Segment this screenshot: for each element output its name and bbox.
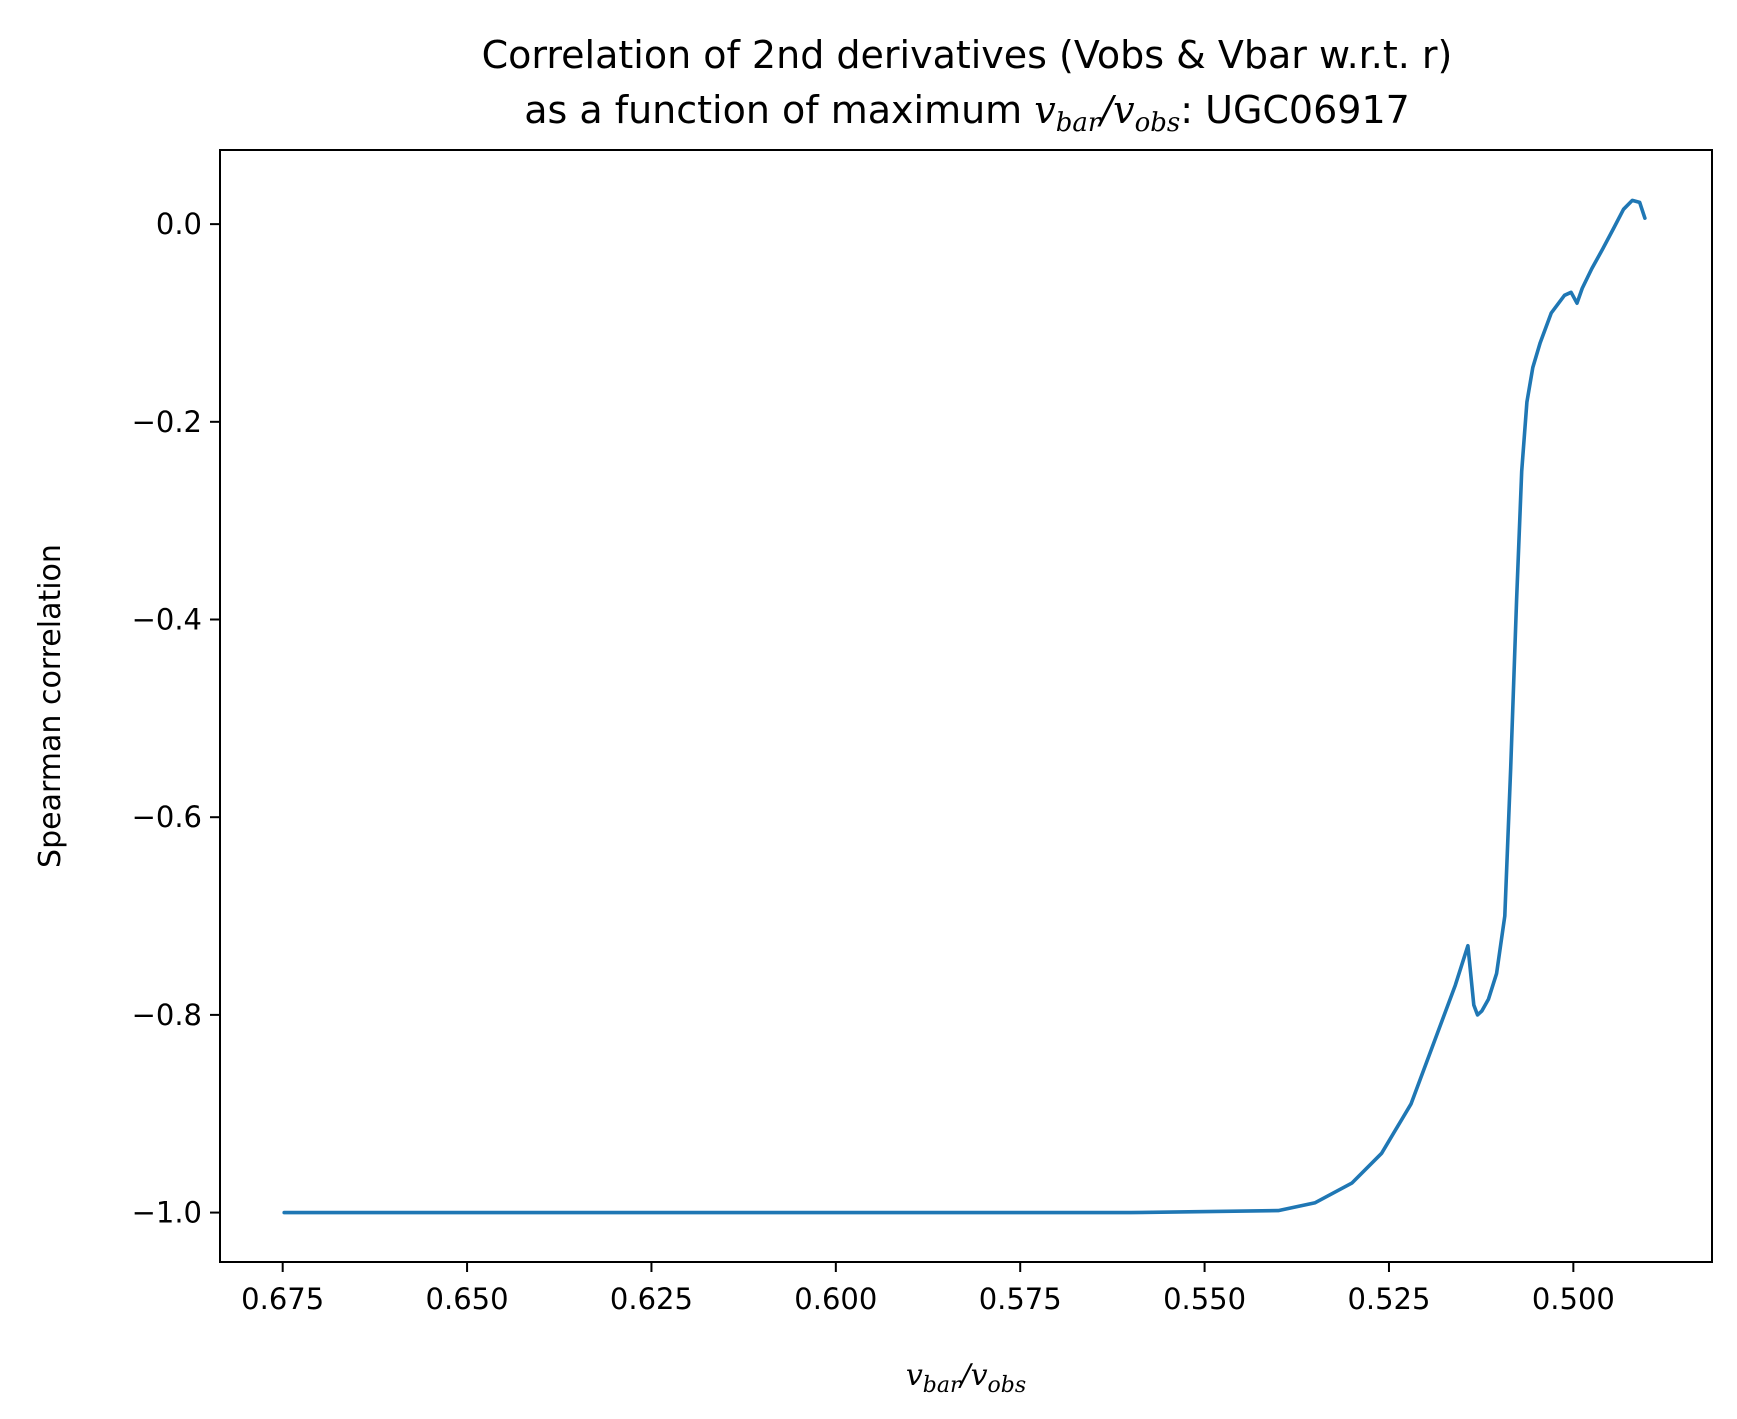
x-axis-label-sub2: obs: [988, 1373, 1027, 1398]
x-tick-label: 0.625: [610, 1282, 693, 1316]
x-tick-label: 0.525: [1347, 1282, 1430, 1316]
series-line: [282, 198, 1647, 1215]
chart-title-math-v1: v: [1034, 88, 1056, 132]
y-axis: 0.0 −0.2 −0.4 −0.6 −0.8 −1.0: [132, 207, 220, 1230]
x-tick-label: 0.500: [1532, 1282, 1615, 1316]
y-tick-label: 0.0: [156, 207, 202, 241]
y-tick-label: −0.2: [132, 405, 202, 439]
chart-title-prefix: as a function of maximum: [524, 88, 1034, 132]
x-tick-label: 0.575: [979, 1282, 1062, 1316]
x-axis-label-sub1: bar: [923, 1373, 962, 1398]
x-tick-label: 0.675: [241, 1282, 324, 1316]
plot-area: 0.675 0.650 0.625 0.600 0.575 0.550 0.525 0.500…: [132, 149, 1713, 1316]
x-axis-label-v2: v: [971, 1358, 988, 1393]
y-tick-label: −1.0: [132, 1196, 202, 1230]
x-axis-label-slash: /: [957, 1358, 973, 1393]
x-tick-label: 0.650: [426, 1282, 509, 1316]
x-tick-label: 0.550: [1163, 1282, 1246, 1316]
chart-title-line2: as a function of maximum vbar/vobs: UGC0…: [524, 88, 1410, 138]
chart-title-line1: Correlation of 2nd derivatives (Vobs & V…: [482, 33, 1453, 77]
x-axis-label: vbar/vobs: [906, 1358, 1026, 1398]
chart-title-math-slash: /: [1096, 88, 1116, 132]
chart-title-math-sub1: bar: [1056, 108, 1102, 138]
chart-title-suffix: : UGC06917: [1180, 88, 1410, 132]
y-tick-label: −0.8: [132, 998, 202, 1032]
x-tick-label: 0.600: [794, 1282, 877, 1316]
chart-title-math-sub2: obs: [1135, 108, 1181, 138]
chart-title-math-v2: v: [1113, 88, 1135, 132]
y-tick-label: −0.4: [132, 603, 202, 637]
x-axis: 0.675 0.650 0.625 0.600 0.575 0.550 0.525 0.500: [241, 1262, 1615, 1316]
x-axis-label-v1: v: [906, 1358, 923, 1393]
plot-frame: [219, 149, 1713, 1263]
y-tick-label: −0.6: [132, 800, 202, 834]
y-axis-label: Spearman correlation: [33, 544, 68, 868]
